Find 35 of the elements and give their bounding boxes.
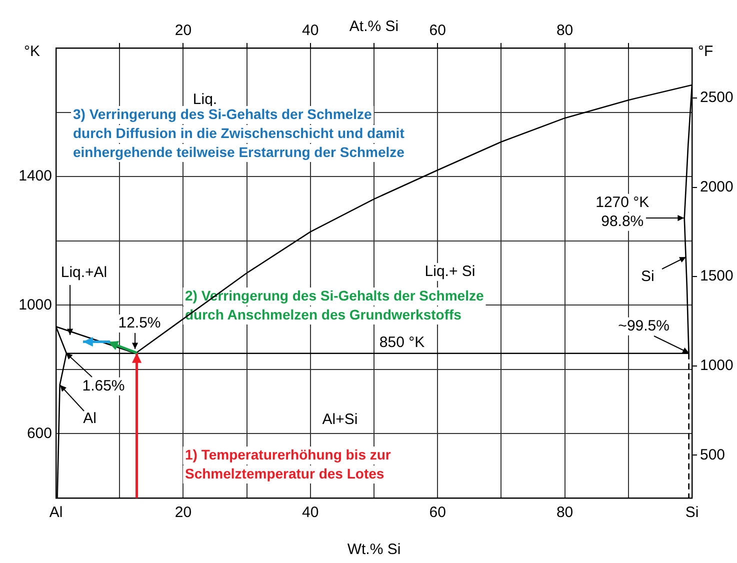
y-axis-title: °K — [24, 43, 40, 60]
annotation: 1) Temperaturerhöhung bis zur Schmelztemperatur des Lotes — [185, 446, 392, 482]
x-axis-title: Wt.% Si — [347, 541, 401, 558]
x-tick-label: 40 — [302, 504, 319, 522]
y2-tick-label: 2500 — [700, 89, 734, 106]
annotation: ~99.5% — [618, 318, 670, 334]
x-tick-label: 20 — [174, 504, 192, 522]
x2-tick-label: 20 — [174, 22, 192, 40]
annotation: Si — [640, 268, 654, 286]
y2-tick-label: 1500 — [700, 268, 734, 285]
y2-axis-title: °F — [698, 43, 714, 60]
x-tick-label: 80 — [556, 504, 574, 522]
annotation: Liq.+Al — [60, 264, 108, 282]
annotation: 1.65% — [82, 378, 125, 394]
x2-tick-label: 60 — [429, 22, 446, 40]
annotation: Liq.+ Si — [424, 263, 476, 280]
x2-tick-label: 40 — [302, 22, 319, 40]
annotation: 3) Verringerung des Si-Gehalts der Schmelze durch Diffusion in die Zwischenschicht und damit einhergehende teilweise Erstarrung der Schmelze — [73, 106, 405, 160]
annotation: 850 °K — [379, 334, 425, 352]
annotation: Al+Si — [322, 411, 358, 428]
x-tick-label: 60 — [429, 504, 446, 522]
y-tick-label: 1400 — [18, 168, 52, 185]
x2-tick-label: 80 — [556, 22, 574, 40]
y2-tick-label: 1000 — [700, 357, 734, 374]
y-tick-label: 1000 — [18, 296, 52, 314]
y2-tick-label: 2000 — [700, 178, 734, 196]
y2-tick-label: 500 — [700, 446, 726, 464]
x-tick-label: Al — [49, 504, 63, 522]
x2-axis-title: At.% Si — [349, 18, 399, 36]
annotation: Al — [83, 410, 96, 427]
x-tick-label: Si — [685, 504, 699, 522]
annotation: 1270 °K 98.8% — [596, 194, 650, 230]
y-tick-label: 600 — [26, 424, 52, 442]
annotation: 12.5% — [118, 314, 161, 332]
annotation: Liq. — [192, 91, 218, 108]
